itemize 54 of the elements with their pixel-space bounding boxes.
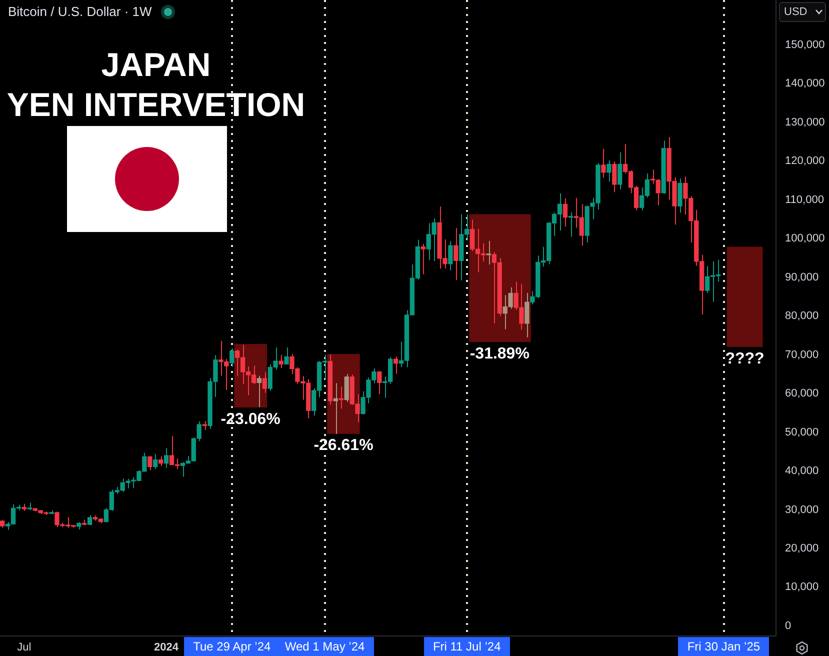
- y-tick-label: 20,000: [785, 542, 819, 554]
- candlestick: [344, 374, 349, 403]
- y-tick-label: 40,000: [785, 465, 819, 478]
- y-axis-title: USD: [784, 6, 808, 19]
- x-tick-label: Jul: [17, 642, 32, 654]
- candlestick: [601, 148, 606, 178]
- y-tick-label: 90,000: [785, 271, 819, 284]
- candlestick: [562, 198, 568, 228]
- y-tick-label: 120,000: [785, 155, 825, 168]
- y-tick-label: 0: [785, 620, 792, 632]
- candlestick: [230, 348, 234, 368]
- chart-subtitle: Bitcoin / U.S. Dollar · 1W: [8, 3, 152, 21]
- candlestick: [256, 375, 262, 408]
- y-tick-label: 150,000: [785, 38, 825, 51]
- candlestick: [678, 178, 682, 214]
- y-tick-label: 70,000: [785, 348, 819, 361]
- candlestick: [420, 244, 426, 275]
- candlestick: [164, 448, 169, 468]
- candlestick: [618, 152, 622, 190]
- text: JAPAN YEN INTERVETION: [6, 45, 306, 125]
- candlestick: [153, 453, 158, 470]
- ref-line-label: Tue 29 Apr ’24: [193, 639, 271, 654]
- candlestick: [148, 456, 152, 471]
- candlestick: [338, 386, 344, 410]
- candlestick: [377, 370, 382, 395]
- y-tick-label: 110,000: [785, 194, 824, 206]
- annotation: -23.06%: [220, 410, 280, 428]
- y-tick-label: 50,000: [785, 426, 819, 438]
- y-tick-label: 140,000: [785, 78, 825, 90]
- candlestick: [454, 228, 458, 281]
- y-tick-label: 100,000: [785, 232, 825, 245]
- candlestick: [333, 382, 338, 434]
- ref-line-label: Fri 11 Jul ’24: [432, 639, 502, 654]
- y-tick-label: 10,000: [785, 581, 819, 594]
- y-tick-label: 130,000: [785, 116, 825, 128]
- candlestick: [262, 372, 267, 394]
- candlestick: [448, 240, 453, 271]
- candlestick: [158, 456, 164, 466]
- candlestick: [278, 354, 284, 368]
- y-tick-label: 80,000: [785, 310, 819, 322]
- candlestick: [284, 346, 289, 365]
- candlestick: [612, 161, 617, 193]
- x-tick-label: 2024: [154, 642, 180, 654]
- annotation: -26.61%: [314, 437, 374, 454]
- candlestick: [606, 160, 612, 182]
- annotation: -31.89%: [470, 345, 530, 362]
- ref-line-label: Wed 1 May ’24: [284, 639, 365, 654]
- candlestick: [393, 356, 398, 374]
- y-tick-label: 60,000: [785, 388, 819, 400]
- ref-line-label: Fri 30 Jan ’25: [687, 639, 760, 654]
- candlestick: [524, 292, 530, 338]
- annotation: ????: [725, 350, 764, 368]
- currency-dropdown: USD: [779, 2, 826, 22]
- y-tick-label: 30,000: [785, 504, 819, 516]
